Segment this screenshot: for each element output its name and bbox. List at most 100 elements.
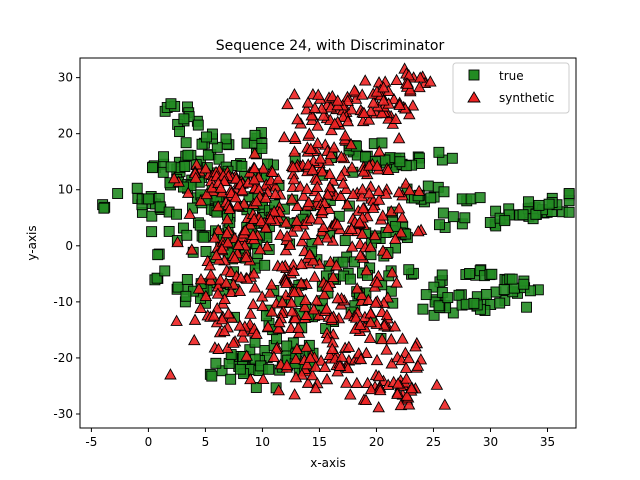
x-tick-label: 0 [145,435,153,449]
synthetic-point [403,183,416,196]
synthetic-point [376,209,390,221]
synthetic-point [256,299,269,311]
synthetic-point [360,263,373,276]
synthetic-point [300,103,313,115]
synthetic-point [248,147,261,159]
synthetic-point [355,227,369,239]
synthetic-point [301,376,315,388]
synthetic-point [224,265,238,277]
synthetic-point [253,242,267,255]
synthetic-point [381,163,395,175]
true-point [234,363,246,375]
synthetic-point [367,96,380,108]
true-point [174,126,186,138]
legend-marker-synthetic [467,91,481,103]
synthetic-point [354,352,368,365]
synthetic-point [358,74,372,86]
true-point [379,154,391,166]
synthetic-point [339,182,353,195]
true-point [339,235,351,247]
synthetic-point [380,308,394,321]
synthetic-point [345,222,358,234]
synthetic-point [246,297,260,310]
synthetic-point [274,228,287,240]
synthetic-point [170,314,183,326]
synthetic-point [353,318,367,330]
synthetic-point [276,295,289,308]
synthetic-point [394,226,408,238]
synthetic-point [288,311,302,324]
true-point [210,357,222,369]
synthetic-point [325,342,339,354]
synthetic-point [302,195,316,208]
synthetic-point [228,251,242,264]
true-point [422,180,434,192]
true-point [146,226,158,238]
synthetic-point [363,331,377,343]
true-point [403,264,415,276]
synthetic-point [314,152,327,164]
synthetic-point [406,99,420,111]
true-point [446,152,458,164]
synthetic-point [366,201,380,213]
synthetic-point [353,216,366,228]
synthetic-point [391,377,405,389]
true-point [436,269,448,281]
synthetic-point [275,260,289,272]
synthetic-point [234,271,248,283]
synthetic-point [285,305,299,317]
true-point [425,192,437,204]
synthetic-point [335,350,349,362]
synthetic-point [318,196,331,208]
synthetic-point [412,224,425,237]
true-point [486,268,498,280]
synthetic-point [181,186,195,198]
synthetic-point [316,203,329,216]
synthetic-point [299,308,313,320]
synthetic-point [317,288,331,300]
true-point [220,133,232,145]
true-point [417,303,429,315]
synthetic-point [344,388,357,400]
synthetic-point [320,372,334,385]
true-point [165,161,177,173]
true-point [563,188,575,199]
legend-label-true: true [499,69,524,83]
true-point [179,161,191,172]
legend-marker-true [468,69,480,81]
synthetic-point [320,302,333,314]
synthetic-point [248,161,261,174]
synthetic-point [413,71,427,83]
synthetic-point [288,130,302,142]
synthetic-point [389,112,403,124]
synthetic-point [364,240,377,252]
synthetic-point [224,285,238,298]
synthetic-point [375,106,389,119]
synthetic-point [369,296,382,308]
synthetic-point [299,293,312,305]
synthetic-point [236,183,249,196]
synthetic-point [192,282,206,294]
synthetic-point [306,368,319,381]
synthetic-point [323,167,336,179]
synthetic-point [384,332,398,345]
synthetic-point [285,296,298,308]
x-axis-label: x-axis [310,456,345,470]
synthetic-point [405,381,418,394]
synthetic-point [300,358,314,370]
true-point [263,363,275,375]
synthetic-point [306,254,320,266]
synthetic-point [310,294,323,306]
synthetic-point [350,282,364,294]
synthetic-point [331,365,344,377]
synthetic-point [288,88,301,100]
synthetic-point [390,276,403,288]
true-point [442,292,454,304]
synthetic-point [321,188,334,200]
synthetic-point [368,228,382,241]
synthetic-point [362,159,376,171]
synthetic-point [287,264,300,276]
y-tick-label: 30 [58,71,73,85]
true-point [181,229,193,241]
synthetic-point [233,284,247,297]
